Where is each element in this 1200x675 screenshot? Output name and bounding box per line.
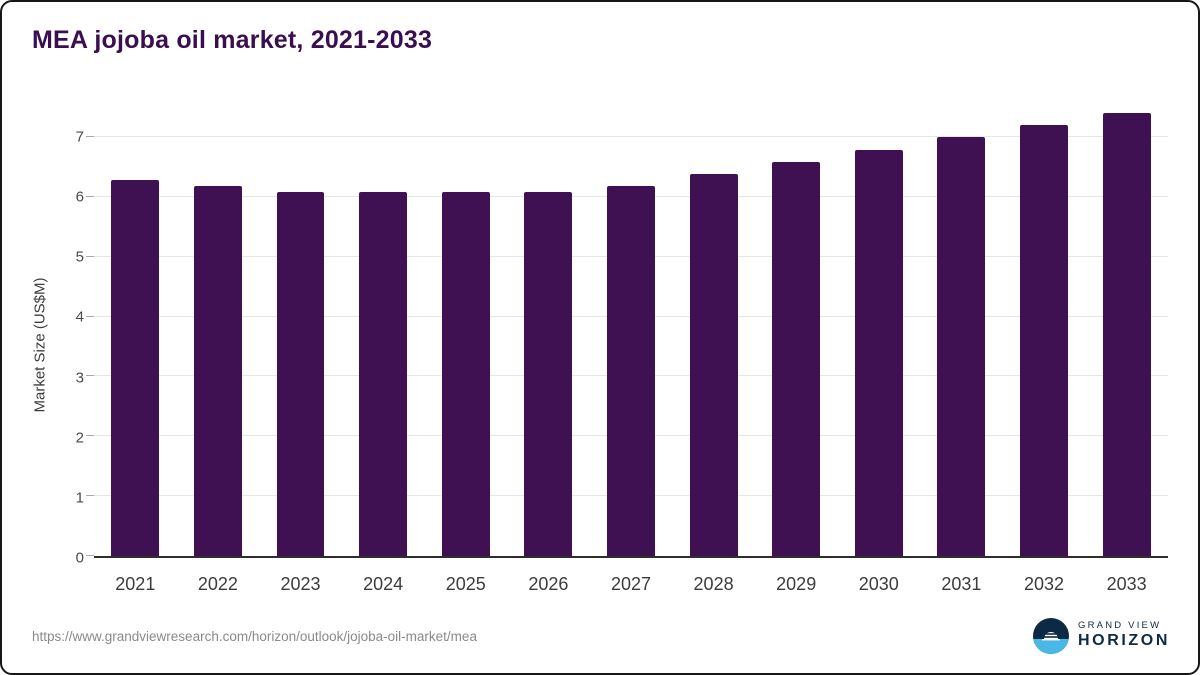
bar-slot-2026 <box>507 107 590 556</box>
bar-2025 <box>441 192 490 556</box>
bar-2027 <box>607 186 655 556</box>
bar-2032 <box>1020 124 1068 556</box>
brand-name-bottom: HORIZON <box>1078 632 1170 650</box>
x-tick-label-2033: 2033 <box>1106 574 1147 594</box>
bar-slot-2021 <box>94 107 177 556</box>
bar-2030 <box>854 150 903 556</box>
bar-2029 <box>772 162 821 556</box>
bar-slot-2027 <box>590 107 673 556</box>
bar-2031 <box>937 136 986 556</box>
bar-slot-2022 <box>177 107 260 556</box>
bar-series <box>94 107 1168 556</box>
brand-logo: GRAND VIEW HORIZON <box>1033 618 1170 654</box>
y-tick-label-6: 6 <box>75 188 84 206</box>
x-tick-label-2027: 2027 <box>610 574 651 594</box>
bar-2028 <box>689 174 738 556</box>
x-tick-label-2021: 2021 <box>115 574 156 594</box>
y-tick-mark-7 <box>86 135 94 137</box>
horizon-logo-icon <box>1033 618 1070 654</box>
footer: https://www.grandviewresearch.com/horizo… <box>32 613 1170 659</box>
x-tick-label-2030: 2030 <box>858 574 899 594</box>
y-axis-tick-labels: 0 1 2 3 4 5 6 7 <box>54 107 84 567</box>
y-tick-mark-2 <box>86 435 94 437</box>
x-tick-label-2028: 2028 <box>693 574 734 594</box>
y-tick-mark-1 <box>86 495 94 497</box>
y-tick-label-4: 4 <box>75 308 84 326</box>
x-tick-label-2022: 2022 <box>197 574 238 594</box>
brand-name-top: GRAND VIEW <box>1078 620 1162 632</box>
bar-slot-2024 <box>342 107 425 556</box>
y-tick-label-0: 0 <box>75 549 84 567</box>
y-tick-label-7: 7 <box>75 128 84 146</box>
x-tick-label-2026: 2026 <box>528 574 569 594</box>
bar-slot-2033 <box>1085 107 1168 556</box>
bar-2021 <box>111 180 160 556</box>
y-axis-title: Market Size (US$M) <box>31 277 49 413</box>
y-tick-mark-6 <box>86 195 94 197</box>
x-tick-label-2025: 2025 <box>445 574 486 594</box>
y-tick-mark-4 <box>86 315 94 317</box>
y-tick-mark-5 <box>86 255 94 257</box>
bar-slot-2028 <box>672 107 755 556</box>
y-tick-label-3: 3 <box>75 369 84 387</box>
bar-slot-2023 <box>259 107 342 556</box>
y-tick-label-5: 5 <box>75 248 84 266</box>
bar-2022 <box>193 186 242 556</box>
y-tick-mark-0 <box>86 555 94 556</box>
bar-slot-2029 <box>755 107 838 556</box>
x-tick-label-2023: 2023 <box>280 574 321 594</box>
x-tick-label-2024: 2024 <box>363 574 404 594</box>
bar-slot-2025 <box>424 107 507 556</box>
bar-slot-2030 <box>837 107 920 556</box>
x-axis-labels: 2021 2022 2023 2024 2025 2026 2027 2028 2029 2030… <box>94 568 1168 602</box>
bar-2024 <box>359 192 408 556</box>
plot-area <box>86 107 1168 558</box>
x-tick-label-2029: 2029 <box>776 574 817 594</box>
y-tick-mark-3 <box>86 375 94 377</box>
gridline-7 <box>94 135 1168 137</box>
bar-slot-2031 <box>920 107 1003 556</box>
source-url: https://www.grandviewresearch.com/horizo… <box>32 628 477 644</box>
bar-2033 <box>1102 113 1151 556</box>
bar-2023 <box>276 192 325 556</box>
x-tick-label-2031: 2031 <box>941 574 982 594</box>
bar-2026 <box>524 192 573 556</box>
y-tick-label-1: 1 <box>75 489 84 507</box>
bar-slot-2032 <box>1003 107 1086 556</box>
chart-title: MEA jojoba oil market, 2021-2033 <box>32 26 433 54</box>
x-tick-label-2032: 2032 <box>1023 574 1065 594</box>
y-tick-label-2: 2 <box>75 429 84 447</box>
